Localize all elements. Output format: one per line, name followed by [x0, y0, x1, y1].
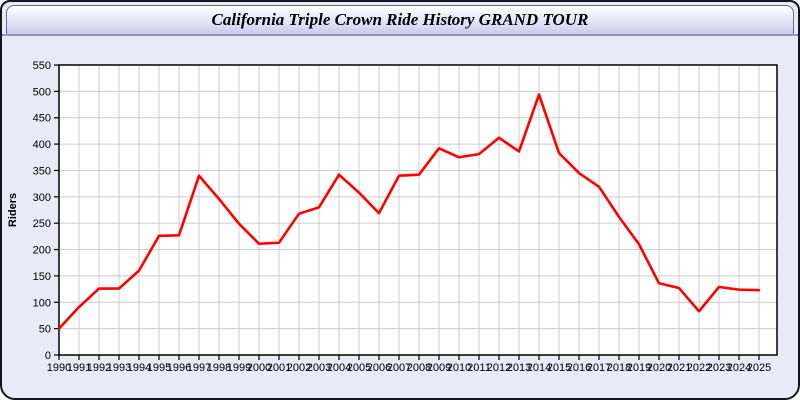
svg-text:300: 300: [33, 192, 51, 204]
svg-text:350: 350: [33, 165, 51, 177]
svg-text:2003: 2003: [307, 362, 331, 374]
data-line-riders: [57, 93, 761, 330]
svg-text:1992: 1992: [87, 362, 111, 374]
svg-text:1996: 1996: [167, 362, 191, 374]
svg-text:2005: 2005: [347, 362, 371, 374]
svg-text:1994: 1994: [127, 362, 151, 374]
svg-text:2017: 2017: [587, 362, 611, 374]
svg-text:150: 150: [33, 271, 51, 283]
svg-text:100: 100: [33, 297, 51, 309]
svg-text:400: 400: [33, 139, 51, 151]
svg-text:2008: 2008: [407, 362, 431, 374]
svg-text:550: 550: [33, 60, 51, 72]
svg-text:2007: 2007: [387, 362, 411, 374]
svg-text:2022: 2022: [687, 362, 711, 374]
svg-text:2011: 2011: [467, 362, 491, 374]
svg-text:2024: 2024: [727, 362, 751, 374]
svg-text:2000: 2000: [247, 362, 271, 374]
svg-text:2004: 2004: [327, 362, 351, 374]
svg-text:2020: 2020: [647, 362, 671, 374]
svg-text:2006: 2006: [367, 362, 391, 374]
svg-text:2009: 2009: [427, 362, 451, 374]
svg-text:500: 500: [33, 86, 51, 98]
svg-text:0: 0: [45, 350, 51, 362]
svg-text:2013: 2013: [507, 362, 531, 374]
window-title: California Triple Crown Ride History GRA…: [211, 10, 589, 29]
svg-text:2001: 2001: [267, 362, 291, 374]
svg-text:1990: 1990: [47, 362, 71, 374]
chart-area: 0 50 100 150 200 250 300 350 400 450 500 550 1990 199…: [2, 38, 798, 398]
svg-text:2010: 2010: [447, 362, 471, 374]
svg-text:2025: 2025: [747, 362, 771, 374]
plot-background: [59, 65, 777, 355]
svg-text:1997: 1997: [187, 362, 211, 374]
svg-text:50: 50: [39, 324, 51, 336]
svg-text:1998: 1998: [207, 362, 231, 374]
svg-text:1999: 1999: [227, 362, 251, 374]
svg-text:2018: 2018: [607, 362, 631, 374]
y-axis-title: Riders: [7, 193, 19, 227]
svg-text:2021: 2021: [667, 362, 691, 374]
svg-text:2012: 2012: [487, 362, 511, 374]
svg-text:250: 250: [33, 218, 51, 230]
x-axis-labels: 1990199119921993199419951996199719981999…: [47, 362, 771, 374]
svg-text:2016: 2016: [567, 362, 591, 374]
title-bar: California Triple Crown Ride History GRA…: [2, 2, 798, 36]
svg-text:2019: 2019: [627, 362, 651, 374]
grid-lines: [59, 65, 777, 355]
riders-line-chart: 0501001502002503003504004505005501990199…: [7, 60, 778, 374]
svg-text:450: 450: [33, 113, 51, 125]
svg-text:2023: 2023: [707, 362, 731, 374]
svg-text:200: 200: [33, 245, 51, 257]
svg-text:2014: 2014: [527, 362, 551, 374]
title-bar-inner: California Triple Crown Ride History GRA…: [6, 5, 794, 34]
svg-text:2002: 2002: [287, 362, 311, 374]
svg-text:2015: 2015: [547, 362, 571, 374]
y-axis-labels: 0 50 100 150 200 250 300 350 400 450 500 550: [33, 60, 51, 362]
svg-text:1993: 1993: [107, 362, 131, 374]
svg-text:1995: 1995: [147, 362, 171, 374]
plot-border: [58, 64, 778, 356]
svg-text:1991: 1991: [67, 362, 91, 374]
